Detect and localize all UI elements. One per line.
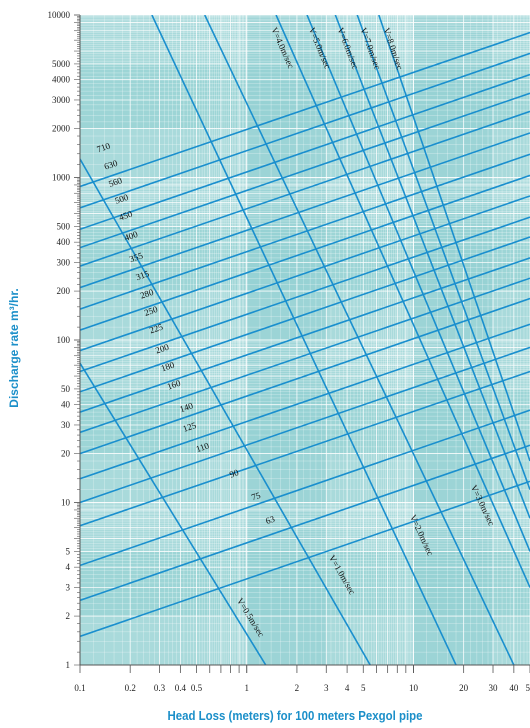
pipe-line-630 (80, 52, 530, 209)
x-tick-label: 1 (244, 683, 249, 693)
pipe-label-200: 200 (154, 342, 170, 356)
y-tick-label: 30 (61, 420, 71, 430)
pipe-line-560 (80, 73, 530, 231)
pipe-line-75 (80, 444, 530, 602)
grid-band (80, 63, 530, 129)
y-tick-label: 10 (61, 498, 71, 508)
x-tick-label: 30 (489, 683, 499, 693)
pipe-label-630: 630 (103, 158, 119, 172)
y-tick-label: 3 (66, 582, 71, 592)
x-tick-label: 0.4 (175, 683, 187, 693)
velocity-line-0 (80, 362, 267, 665)
pipe-line-110 (80, 370, 530, 527)
y-tick-label: 5000 (52, 59, 71, 69)
pipe-line-280 (80, 195, 530, 352)
pipe-label-500: 500 (114, 192, 130, 206)
y-tick-label: 10000 (48, 10, 71, 20)
pipe-line-710 (80, 31, 530, 188)
x-tick-label: 3 (324, 683, 329, 693)
y-tick-label: 400 (57, 237, 71, 247)
pipe-label-110: 110 (195, 440, 211, 454)
pipe-line-315 (80, 174, 530, 331)
y-tick-label: 100 (57, 335, 71, 345)
grid-band (80, 226, 530, 292)
x-tick-label: 0.5 (191, 683, 203, 693)
y-tick-label: 4000 (52, 75, 71, 85)
pipe-label-250: 250 (143, 304, 159, 318)
velocity-line-3 (204, 15, 515, 665)
x-tick-label: 20 (459, 683, 469, 693)
x-tick-label: 0.1 (74, 683, 85, 693)
pipe-label-63: 63 (264, 514, 276, 527)
velocity-line-5 (306, 15, 530, 552)
pipe-label-140: 140 (178, 400, 194, 414)
pipe-line-225 (80, 236, 530, 393)
y-tick-label: 20 (61, 449, 71, 459)
pipe-line-400 (80, 132, 530, 289)
velocity-line-2 (151, 15, 457, 665)
pipe-line-180 (80, 277, 530, 434)
y-tick-label: 300 (57, 257, 71, 267)
pipe-label-180: 180 (160, 359, 176, 373)
y-tick-label: 2 (66, 611, 71, 621)
x-tick-label: 50 (526, 683, 530, 693)
y-tick-label: 1 (66, 660, 71, 670)
pipe-label-355: 355 (128, 250, 144, 264)
pipe-label-400: 400 (123, 229, 139, 243)
pipe-line-63 (80, 480, 530, 638)
pipe-line-140 (80, 323, 530, 480)
pipe-line-250 (80, 216, 530, 373)
pipe-line-355 (80, 153, 530, 310)
pipe-line-450 (80, 110, 530, 267)
velocity-line-7 (356, 15, 530, 490)
velocity-line-8 (378, 15, 530, 462)
pipe-label-280: 280 (139, 287, 155, 301)
pipe-label-90: 90 (228, 467, 240, 480)
grid-band (80, 388, 530, 454)
pipe-line-200 (80, 257, 530, 413)
x-tick-label: 40 (509, 683, 519, 693)
pipe-line-160 (80, 297, 530, 455)
x-tick-label: 0.3 (154, 683, 166, 693)
y-tick-label: 4 (66, 562, 71, 572)
velocity-line-1 (80, 158, 371, 665)
velocity-line-6 (334, 15, 530, 519)
y-axis-title: Discharge rate m³/hr. (7, 288, 21, 408)
pipe-label-315: 315 (134, 268, 150, 282)
pipe-line-500 (80, 92, 530, 249)
x-tick-label: 4 (345, 683, 350, 693)
y-tick-label: 2000 (52, 124, 71, 134)
x-tick-label: 10 (409, 683, 419, 693)
y-tick-label: 5 (66, 546, 71, 556)
pipe-label-125: 125 (182, 420, 198, 434)
pipe-line-125 (80, 346, 530, 504)
x-tick-label: 0.2 (125, 683, 136, 693)
y-tick-label: 40 (61, 400, 71, 410)
pipe-label-450: 450 (118, 209, 134, 223)
pipe-label-75: 75 (250, 490, 262, 503)
pipe-line-90 (80, 409, 530, 567)
y-tick-label: 500 (57, 221, 71, 231)
pipe-label-160: 160 (166, 378, 182, 392)
pipe-label-710: 710 (95, 140, 111, 154)
y-tick-label: 50 (61, 384, 71, 394)
y-tick-label: 1000 (52, 173, 71, 183)
y-tick-label: 200 (57, 286, 71, 296)
x-tick-label: 5 (361, 683, 366, 693)
x-tick-label: 2 (295, 683, 300, 693)
x-axis-title: Head Loss (meters) for 100 meters Pexgol… (167, 708, 423, 723)
pipe-label-560: 560 (107, 175, 123, 189)
pipe-label-225: 225 (148, 321, 164, 335)
grid-band (80, 551, 530, 617)
y-tick-label: 3000 (52, 95, 71, 105)
